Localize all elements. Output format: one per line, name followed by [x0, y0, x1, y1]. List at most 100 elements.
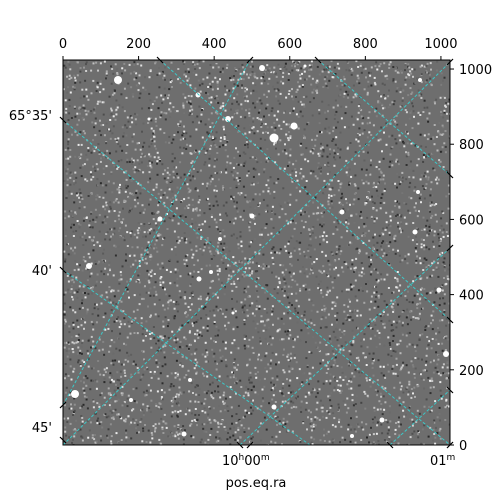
noise-pixel: [195, 149, 197, 152]
noise-pixel: [98, 405, 101, 408]
noise-pixel: [79, 157, 82, 160]
noise-pixel: [166, 325, 169, 328]
noise-pixel: [351, 329, 354, 332]
noise-pixel: [444, 104, 447, 107]
noise-pixel: [287, 402, 290, 405]
noise-pixel: [313, 438, 316, 441]
noise-pixel: [238, 260, 241, 263]
noise-pixel: [279, 338, 281, 341]
noise-pixel: [80, 175, 83, 178]
noise-pixel: [414, 395, 416, 398]
noise-pixel: [225, 267, 228, 270]
noise-pixel: [357, 105, 360, 108]
noise-pixel: [147, 384, 150, 387]
noise-pixel: [136, 246, 139, 249]
noise-pixel: [305, 211, 308, 214]
noise-pixel: [154, 222, 157, 225]
noise-pixel: [150, 314, 152, 317]
noise-pixel: [162, 194, 165, 196]
noise-pixel: [425, 398, 428, 401]
noise-pixel: [363, 129, 366, 132]
noise-pixel: [323, 231, 326, 234]
noise-pixel: [183, 262, 186, 265]
noise-pixel: [378, 65, 381, 68]
noise-pixel: [395, 114, 398, 117]
noise-pixel: [428, 112, 431, 115]
noise-pixel: [174, 253, 177, 256]
noise-pixel: [154, 423, 157, 426]
noise-pixel: [126, 245, 129, 247]
noise-pixel: [210, 216, 213, 218]
noise-pixel: [262, 267, 265, 270]
noise-pixel: [65, 352, 68, 355]
noise-pixel: [272, 262, 275, 265]
noise-pixel: [328, 412, 331, 415]
noise-pixel: [289, 221, 292, 224]
noise-pixel: [75, 289, 78, 292]
noise-pixel: [345, 411, 348, 414]
noise-pixel: [321, 410, 324, 413]
noise-pixel: [287, 79, 290, 81]
noise-pixel: [301, 84, 304, 86]
noise-pixel: [189, 400, 192, 403]
noise-pixel: [164, 94, 167, 97]
noise-pixel: [166, 97, 169, 100]
noise-pixel: [103, 151, 106, 154]
noise-pixel: [435, 220, 438, 223]
noise-pixel: [72, 275, 75, 278]
noise-pixel: [155, 342, 158, 345]
noise-pixel: [251, 60, 253, 63]
noise-pixel: [83, 316, 86, 319]
noise-pixel: [146, 405, 149, 408]
noise-pixel: [369, 385, 372, 388]
noise-pixel: [446, 387, 449, 390]
noise-pixel: [261, 357, 264, 360]
noise-pixel: [353, 221, 356, 224]
noise-pixel: [247, 392, 250, 395]
noise-pixel: [231, 174, 234, 177]
noise-pixel: [214, 390, 216, 393]
noise-pixel: [350, 425, 353, 428]
noise-pixel: [359, 215, 362, 218]
noise-pixel: [163, 343, 166, 346]
noise-pixel: [255, 90, 258, 93]
noise-pixel: [225, 364, 228, 367]
noise-pixel: [290, 236, 293, 239]
noise-pixel: [409, 160, 412, 163]
noise-pixel: [215, 226, 218, 228]
noise-pixel: [367, 151, 369, 154]
noise-pixel: [312, 426, 315, 428]
noise-pixel: [335, 321, 338, 324]
noise-pixel: [185, 345, 188, 348]
noise-pixel: [329, 148, 332, 151]
noise-pixel: [79, 224, 82, 226]
noise-pixel: [401, 311, 404, 313]
noise-pixel: [427, 265, 430, 268]
noise-pixel: [281, 288, 283, 291]
noise-pixel: [212, 407, 215, 410]
noise-pixel: [237, 209, 240, 211]
noise-pixel: [178, 239, 181, 242]
noise-pixel: [106, 202, 109, 205]
noise-pixel: [124, 374, 127, 377]
noise-pixel: [120, 417, 123, 420]
noise-pixel: [242, 165, 245, 167]
noise-pixel: [373, 218, 376, 220]
noise-pixel: [295, 240, 298, 243]
noise-pixel: [293, 107, 295, 110]
noise-pixel: [383, 94, 385, 96]
noise-pixel: [270, 210, 273, 213]
noise-pixel: [434, 102, 436, 105]
noise-pixel: [236, 419, 239, 422]
noise-pixel: [321, 235, 324, 238]
noise-pixel: [205, 298, 208, 301]
noise-pixel: [69, 171, 72, 174]
noise-pixel: [84, 178, 87, 181]
noise-pixel: [189, 84, 192, 87]
noise-pixel: [123, 401, 126, 404]
noise-pixel: [425, 246, 428, 249]
noise-pixel: [114, 408, 117, 411]
noise-pixel: [149, 253, 152, 256]
noise-pixel: [414, 317, 417, 320]
noise-pixel: [104, 404, 106, 406]
